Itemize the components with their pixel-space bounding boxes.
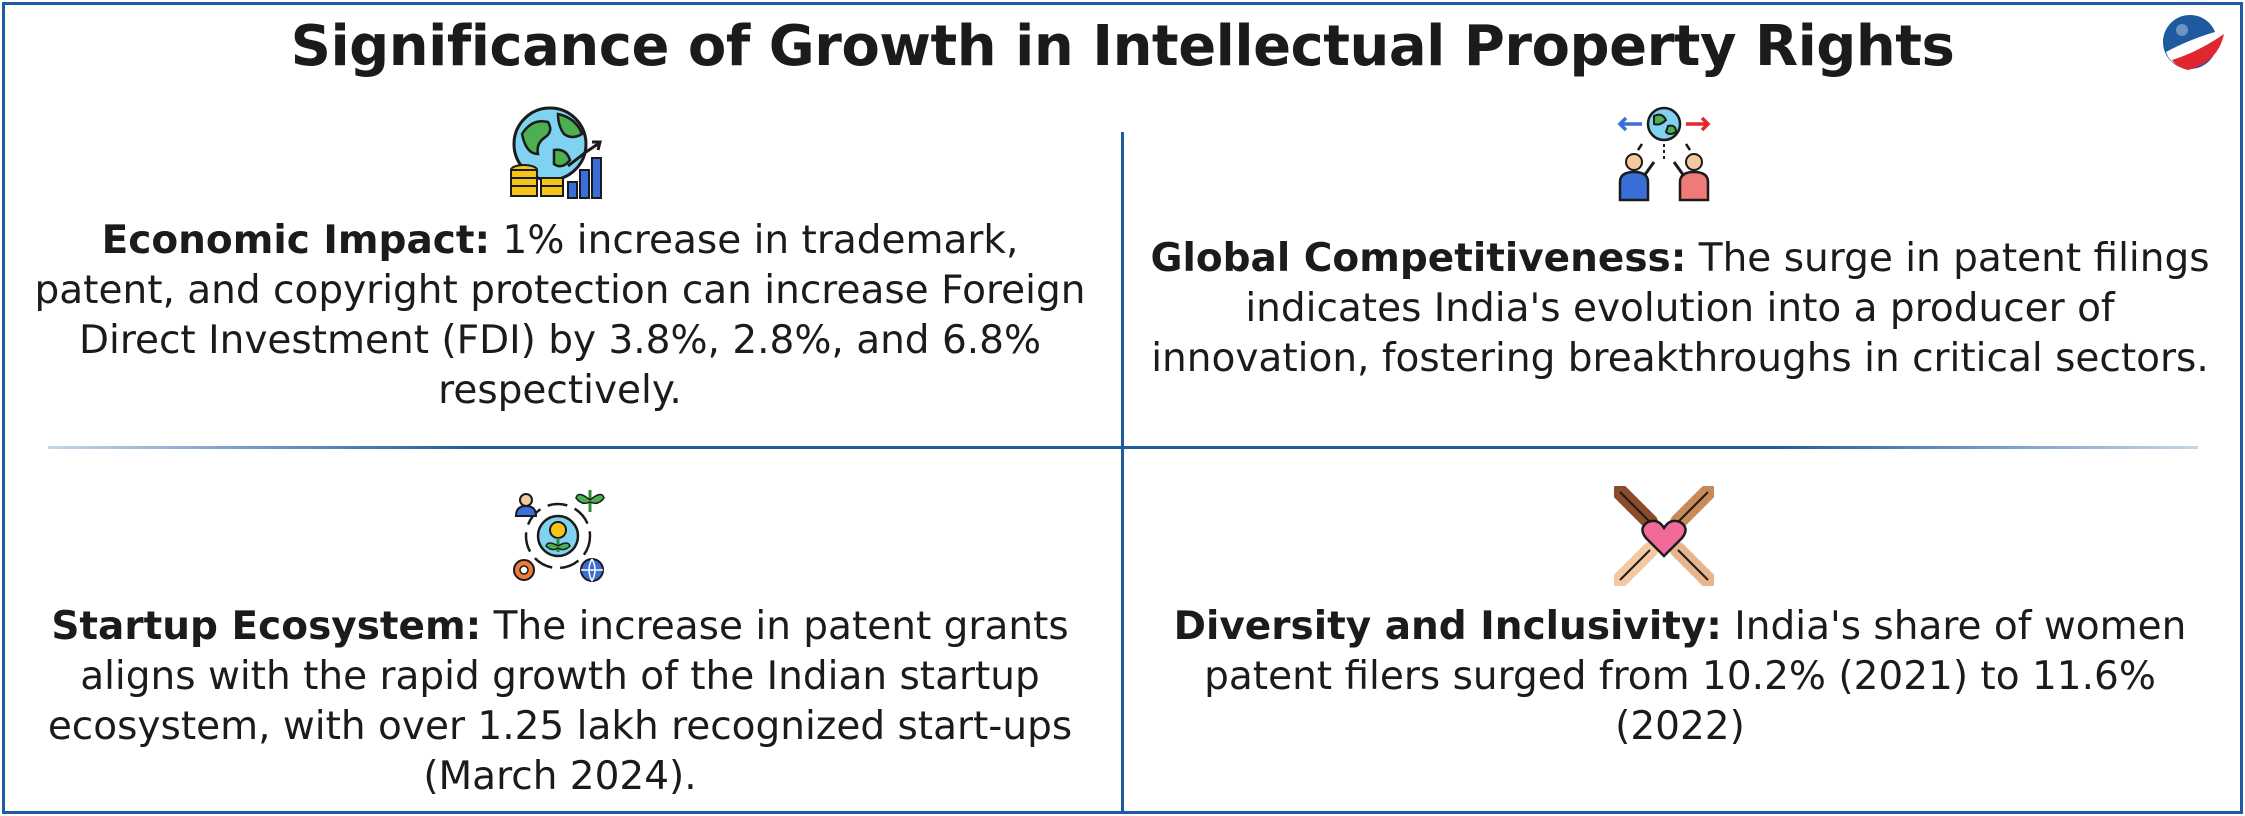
diversity-inclusivity-body: India's share of women patent filers sur… <box>1204 604 2187 749</box>
page-title: Significance of Growth in Intellectual P… <box>290 14 1955 79</box>
startup-ecosystem-body: The increase in patent grants aligns wit… <box>47 604 1073 799</box>
vertical-divider <box>1121 132 1124 812</box>
startup-ecosystem-cycle-icon <box>513 490 605 582</box>
economic-impact-section: Economic Impact: 1% increase in trademar… <box>30 100 1090 440</box>
global-exchange-people-icon <box>1617 106 1711 202</box>
diversity-inclusivity-section: Diversity and Inclusivity: India's share… <box>1150 480 2210 810</box>
global-competitiveness-heading: Global Competitiveness: <box>1150 236 1687 281</box>
diversity-inclusivity-heading: Diversity and Inclusivity: <box>1173 604 1722 649</box>
startup-ecosystem-heading: Startup Ecosystem: <box>51 604 482 649</box>
economic-impact-heading: Economic Impact: <box>101 218 491 263</box>
diversity-inclusivity-text: Diversity and Inclusivity: India's share… <box>1150 602 2210 752</box>
economic-impact-text: Economic Impact: 1% increase in trademar… <box>30 216 1090 416</box>
diverse-hands-heart-icon <box>1614 486 1714 586</box>
brand-logo-icon <box>2163 15 2224 70</box>
globe-growth-chart-icon <box>510 106 602 199</box>
startup-ecosystem-section: Startup Ecosystem: The increase in paten… <box>30 480 1090 810</box>
global-competitiveness-section: Global Competitiveness: The surge in pat… <box>1150 100 2210 440</box>
global-competitiveness-text: Global Competitiveness: The surge in pat… <box>1150 234 2210 384</box>
global-competitiveness-body: The surge in patent filings indicates In… <box>1151 236 2210 381</box>
horizontal-divider <box>48 446 2198 449</box>
startup-ecosystem-text: Startup Ecosystem: The increase in paten… <box>30 602 1090 802</box>
economic-impact-body: 1% increase in trademark, patent, and co… <box>34 218 1086 413</box>
